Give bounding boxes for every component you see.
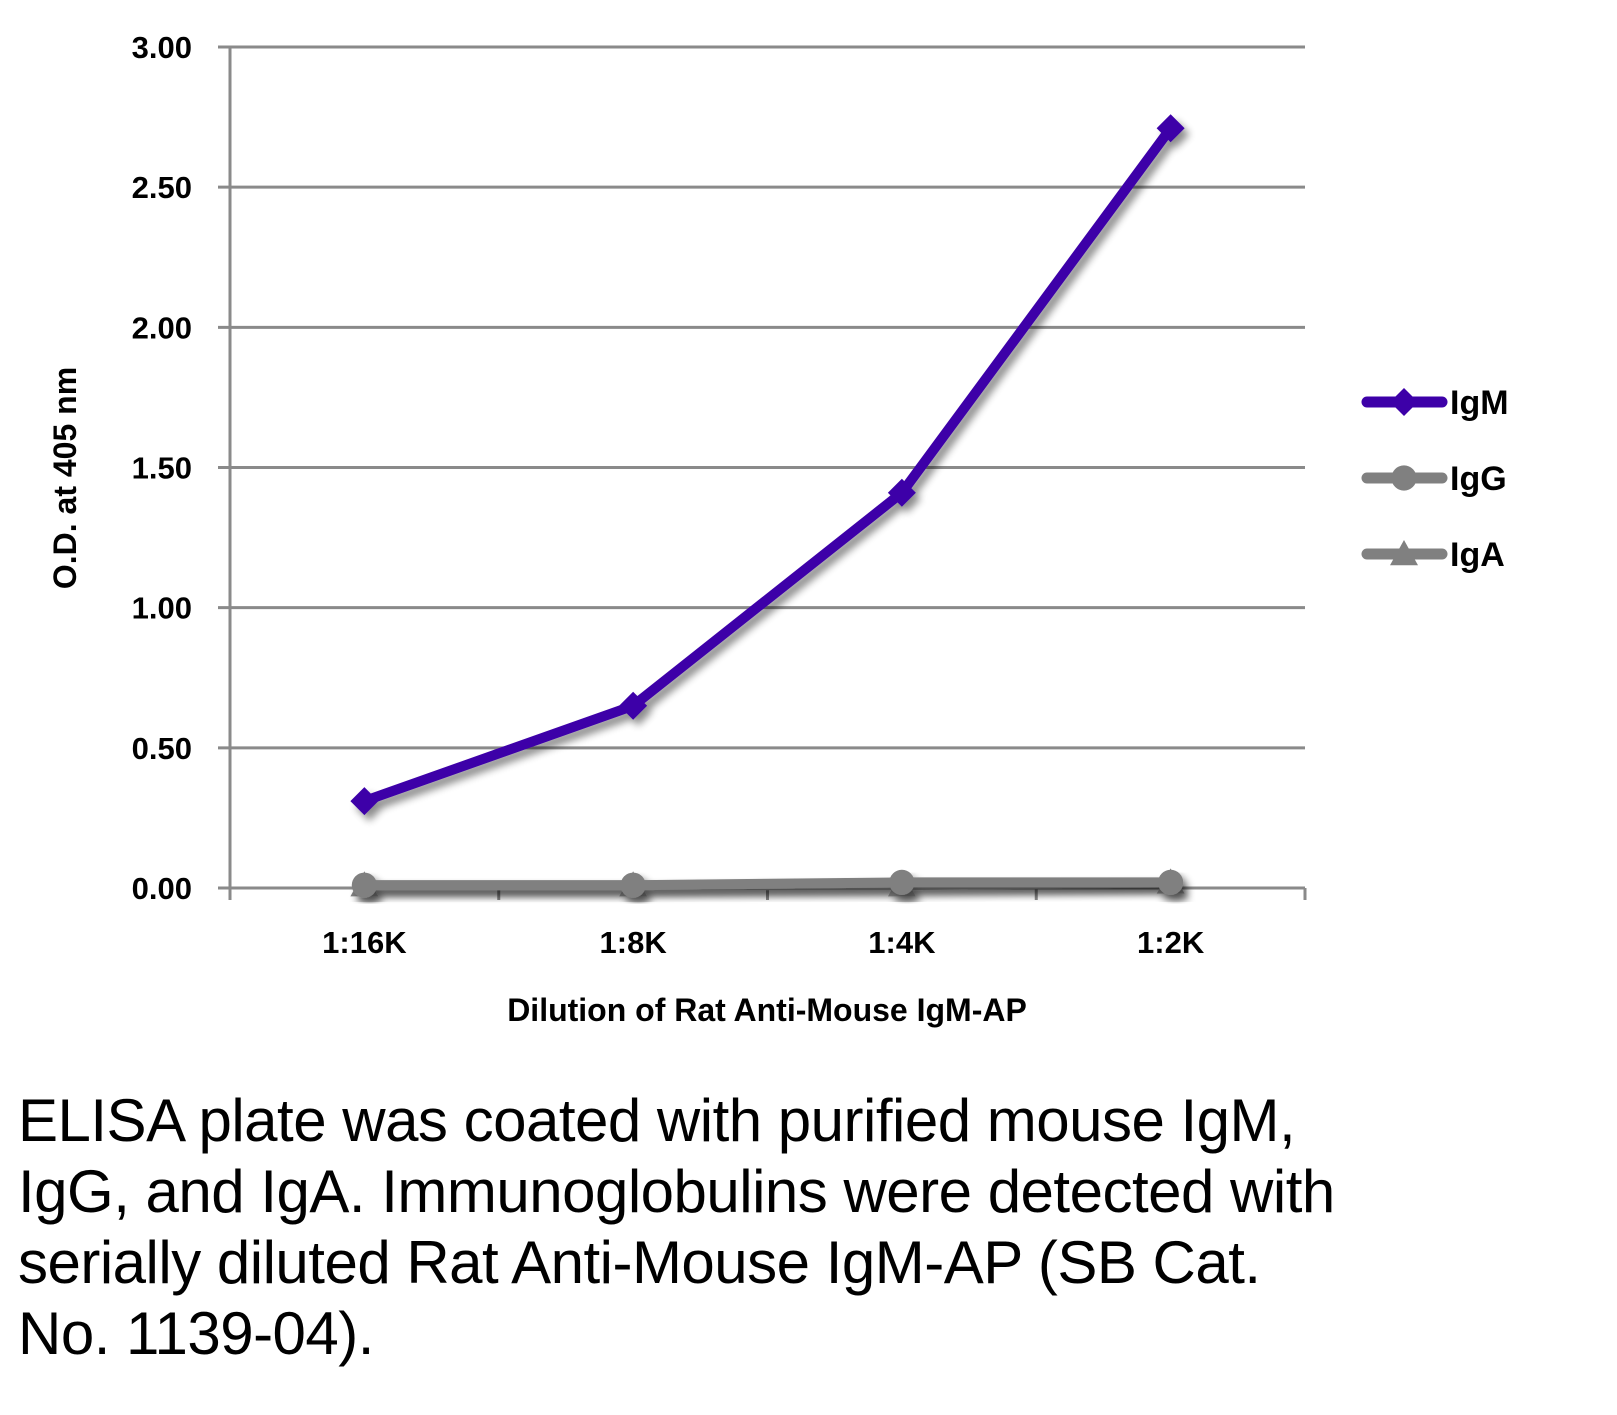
x-tick-labels: 1:16K 1:8K 1:4K 1:2K [322,925,1205,960]
y-tick-label: 1.50 [132,451,192,486]
series-igg [351,869,1184,898]
legend-label: IgG [1450,460,1507,498]
legend-item-igg: IgG [1361,460,1507,498]
x-tick-label: 1:16K [322,925,407,960]
legend-label: IgM [1450,384,1509,422]
y-tick-labels: 0.00 0.50 1.00 1.50 2.00 2.50 3.00 [132,30,192,906]
data-point-circle [351,872,377,898]
y-tick-label: 0.50 [132,731,192,766]
y-tick-label: 0.00 [132,871,192,906]
data-point-diamond [887,478,916,507]
data-point-diamond [350,787,379,816]
y-tick-label: 2.00 [132,310,192,345]
data-point-circle [620,872,646,898]
figure-caption: ELISA plate was coated with purified mou… [18,1087,1335,1367]
data-point-diamond [619,691,648,720]
x-tick-label: 1:2K [1137,925,1205,960]
legend-label: IgA [1450,536,1505,574]
data-point-diamond [1390,388,1418,416]
axes [228,47,1307,900]
x-axis-title: Dilution of Rat Anti-Mouse IgM-AP [507,992,1027,1028]
series-line-igg [359,877,1176,891]
y-axis-title: O.D. at 405 nm [47,367,83,589]
series-group [350,114,1185,898]
series-igm [350,114,1185,816]
y-tick-label: 3.00 [132,30,192,65]
elisa-line-chart: 0.000.501.001.502.002.503.00 1:16K 1:8K 1:… [47,30,1509,1028]
data-point-circle [1391,465,1417,491]
x-tick-label: 1:4K [868,925,936,960]
series-line-igm [359,123,1176,807]
data-point-triangle [1390,540,1418,566]
legend-item-igm: IgM [1361,384,1509,422]
data-point-diamond [1156,114,1185,143]
data-point-circle [889,869,915,895]
y-tick-label: 1.00 [132,591,192,626]
data-point-circle [1158,869,1184,895]
y-tick-label: 2.50 [132,170,192,205]
x-tick-label: 1:8K [600,925,668,960]
legend: IgM IgG IgA [1361,384,1509,574]
legend-item-iga: IgA [1361,536,1505,574]
